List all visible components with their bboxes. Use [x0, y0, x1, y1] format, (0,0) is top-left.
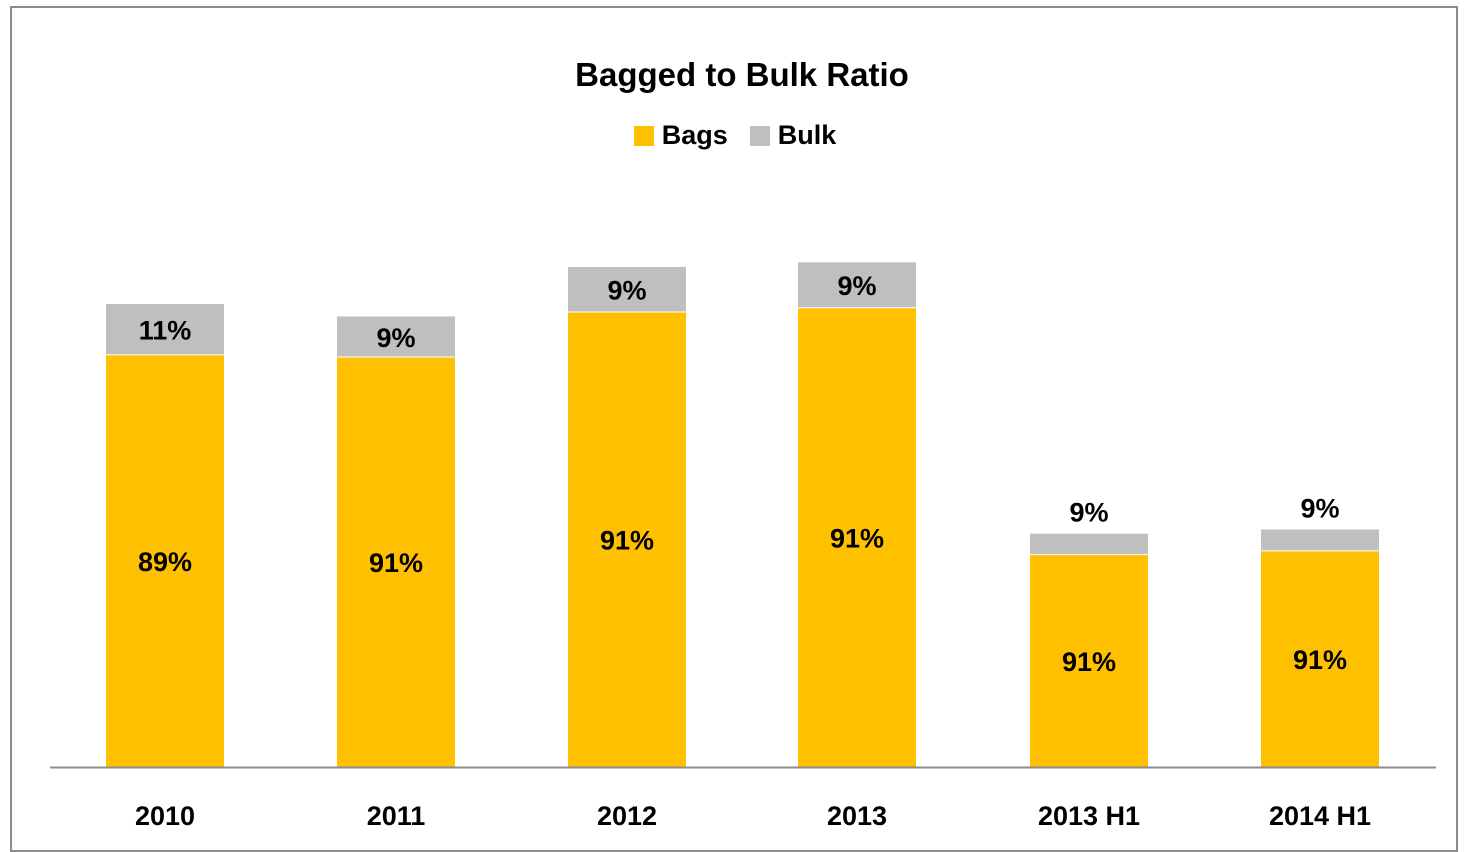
bar-bulk-4 [1030, 533, 1148, 555]
legend-label-bags: Bags [661, 120, 728, 150]
x-tick-label-2: 2012 [597, 801, 657, 831]
x-tick-label-4: 2013 H1 [1038, 801, 1140, 831]
chart-title: Bagged to Bulk Ratio [575, 56, 909, 93]
legend-item-bulk: Bulk [749, 120, 837, 151]
bar-bags-5 [1261, 550, 1379, 767]
data-label-bulk-2: 9% [607, 275, 646, 305]
data-label-bags-1: 91% [369, 548, 423, 578]
legend-swatch-bags [633, 125, 654, 146]
bar-bulk-0 [106, 304, 224, 355]
data-label-bulk-1: 9% [376, 323, 415, 353]
x-tick-label-3: 2013 [827, 801, 887, 831]
legend-item-bags: Bags [633, 120, 728, 151]
bar-bags-1 [337, 357, 455, 767]
bar-bulk-3 [798, 262, 916, 308]
bar-bags-3 [798, 307, 916, 767]
bar-bulk-5 [1261, 529, 1379, 551]
bar-bags-4 [1030, 554, 1148, 767]
bar-bulk-1 [337, 316, 455, 358]
data-label-bags-5: 91% [1293, 645, 1347, 675]
x-tick-label-5: 2014 H1 [1269, 801, 1371, 831]
data-label-bulk-0: 11% [139, 315, 192, 345]
data-label-bags-0: 89% [138, 547, 192, 577]
data-label-bulk-5: 9% [1300, 493, 1339, 523]
bar-bags-2 [568, 311, 686, 767]
legend-label-bulk: Bulk [777, 120, 837, 150]
x-tick-label-0: 2010 [135, 801, 195, 831]
data-label-bulk-3: 9% [837, 271, 876, 301]
data-label-bags-2: 91% [600, 525, 654, 555]
legend-swatch-bulk [749, 125, 770, 146]
chart-frame [10, 6, 1458, 852]
data-label-bags-3: 91% [830, 523, 884, 553]
x-tick-label-1: 2011 [367, 801, 426, 831]
bar-bags-0 [106, 354, 224, 767]
data-label-bags-4: 91% [1062, 647, 1116, 677]
chart-legend: Bags Bulk [0, 120, 1466, 151]
data-label-bulk-4: 9% [1069, 498, 1108, 528]
bar-bulk-2 [568, 266, 686, 312]
